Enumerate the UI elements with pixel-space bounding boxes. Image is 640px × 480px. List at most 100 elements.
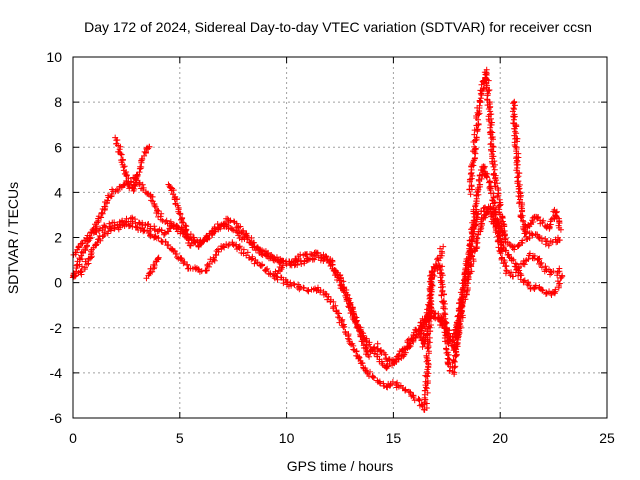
data-point [473, 215, 480, 222]
data-point [473, 206, 480, 213]
data-point [429, 268, 436, 275]
data-point [511, 102, 518, 109]
data-point [163, 217, 170, 224]
data-point [320, 291, 327, 298]
data-point [370, 374, 377, 381]
data-point [465, 250, 472, 257]
data-point [318, 254, 325, 261]
y-tick-label: 4 [54, 184, 62, 200]
data-point [332, 271, 339, 278]
data-point [244, 249, 251, 256]
data-point [518, 203, 525, 210]
data-point [483, 207, 490, 214]
data-point [428, 286, 435, 293]
data-point [490, 163, 497, 170]
data-point [475, 111, 482, 118]
data-markers [69, 66, 566, 413]
data-point [542, 263, 549, 270]
x-tick-label: 15 [386, 430, 402, 446]
data-point [446, 337, 453, 344]
data-point [338, 318, 345, 325]
data-point [526, 250, 533, 257]
data-point [155, 254, 162, 261]
data-point [441, 325, 448, 332]
data-point [556, 265, 563, 272]
x-tick-label: 10 [279, 430, 295, 446]
data-point [79, 255, 86, 262]
data-point [106, 220, 113, 227]
data-point [346, 300, 353, 307]
data-point [248, 256, 255, 263]
data-point [420, 330, 427, 337]
data-point [345, 297, 352, 304]
data-point [475, 231, 482, 238]
data-point [501, 257, 508, 264]
data-point [269, 253, 276, 260]
data-point [462, 266, 469, 273]
data-point [122, 219, 129, 226]
data-point [333, 307, 340, 314]
data-point [436, 270, 443, 277]
data-point [312, 253, 319, 260]
data-point [325, 293, 332, 300]
data-point [473, 134, 480, 141]
data-point [190, 236, 197, 243]
data-point [473, 192, 480, 199]
data-point [162, 238, 169, 245]
data-point [439, 250, 446, 257]
data-point [517, 276, 524, 283]
data-point [385, 356, 392, 363]
data-point [353, 348, 360, 355]
data-point [455, 328, 462, 335]
data-point [111, 219, 118, 226]
data-point [437, 267, 444, 274]
data-point [496, 233, 503, 240]
data-point [75, 244, 82, 251]
data-point [525, 255, 532, 262]
data-point [479, 222, 486, 229]
data-point [211, 257, 218, 264]
data-point [101, 203, 108, 210]
data-point [468, 170, 475, 177]
data-point [496, 202, 503, 209]
data-point [179, 219, 186, 226]
data-point [393, 381, 400, 388]
series-bump-three-six [143, 254, 162, 282]
data-point [369, 373, 376, 380]
data-point [94, 239, 101, 246]
data-point [482, 211, 489, 218]
data-point [345, 303, 352, 310]
data-point [513, 130, 520, 137]
data-point [487, 187, 494, 194]
data-point [442, 329, 449, 336]
data-point [539, 287, 546, 294]
data-point [455, 333, 462, 340]
data-point [509, 273, 516, 280]
data-point [467, 191, 474, 198]
data-point [459, 312, 466, 319]
data-point [301, 285, 308, 292]
data-point [449, 364, 456, 371]
data-point [155, 235, 162, 242]
data-point [486, 178, 493, 185]
data-point [480, 86, 487, 93]
data-point [114, 137, 121, 144]
data-point [494, 193, 501, 200]
data-point [454, 340, 461, 347]
data-point [536, 255, 543, 262]
data-point [271, 257, 278, 264]
data-point [174, 223, 181, 230]
data-point [313, 250, 320, 257]
data-point [513, 167, 520, 174]
data-point [498, 239, 505, 246]
data-point [484, 174, 491, 181]
data-point [237, 223, 244, 230]
data-point [481, 212, 488, 219]
data-point [481, 163, 488, 170]
data-point [171, 196, 178, 203]
data-point [341, 323, 348, 330]
data-point [432, 261, 439, 268]
data-point [349, 306, 356, 313]
data-point [515, 154, 522, 161]
data-point [502, 263, 509, 270]
